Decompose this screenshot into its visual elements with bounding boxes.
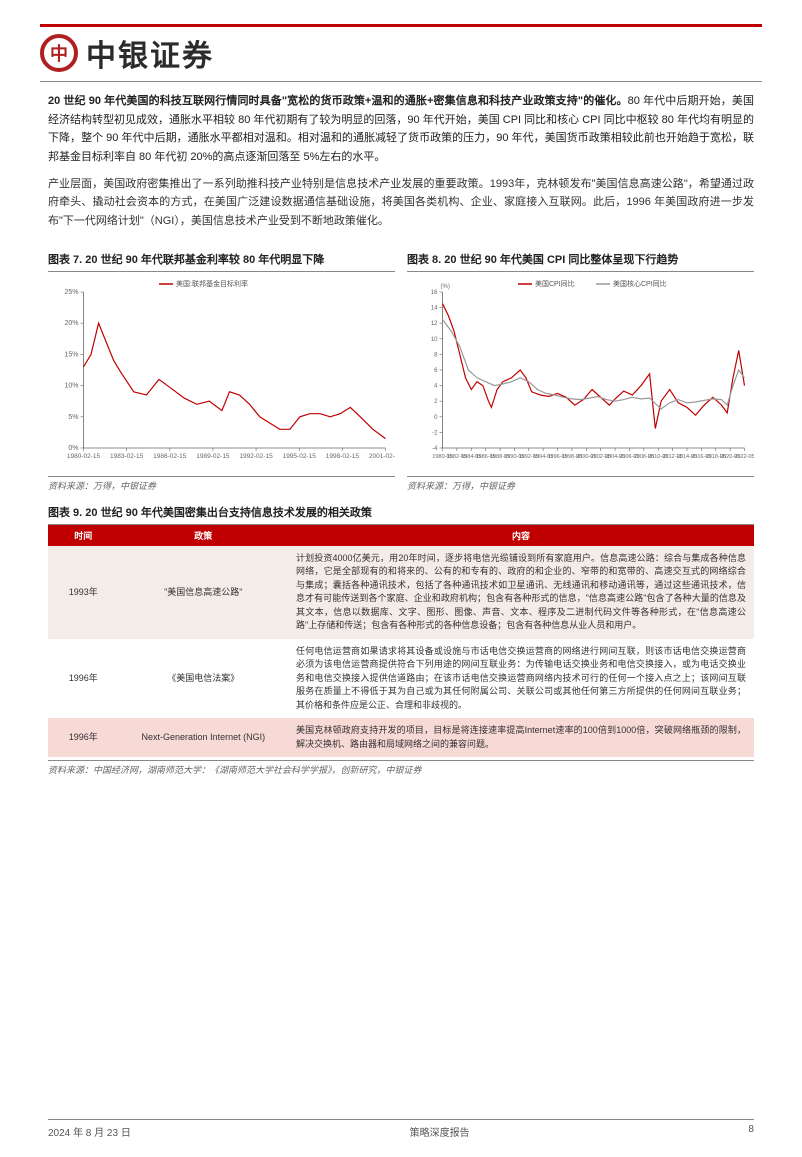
paragraph-2: 产业层面，美国政府密集推出了一系列助推科技产业特别是信息技术产业发展的重要政策。… — [48, 175, 754, 231]
chart-7-source: 资料来源：万得，中银证券 — [48, 476, 395, 492]
svg-text:2022-05: 2022-05 — [734, 454, 754, 460]
table-row: 1996年Next-Generation Internet (NGI)美国克林顿… — [48, 718, 754, 757]
charts-row: 图表 7. 20 世纪 90 年代联邦基金利率较 80 年代明显下降 0% 5% 1… — [0, 251, 802, 492]
page-footer: 2024 年 8 月 23 日 策略深度报告 8 — [0, 1119, 802, 1139]
table-header-cell: 政策 — [119, 525, 288, 546]
chart-7-title: 图表 7. 20 世纪 90 年代联邦基金利率较 80 年代明显下降 — [48, 251, 395, 272]
footer-title: 策略深度报告 — [410, 1124, 470, 1139]
svg-text:1989-02-15: 1989-02-15 — [196, 453, 230, 460]
footer-date: 2024 年 8 月 23 日 — [48, 1124, 131, 1139]
svg-text:8: 8 — [434, 352, 438, 358]
table-header-cell: 时间 — [48, 525, 119, 546]
table-cell: 《美国电信法案》 — [119, 639, 288, 719]
main-body: 20 世纪 90 年代美国的科技互联网行情同时具备"宽松的货币政策+温和的通胀+… — [0, 82, 802, 231]
svg-text:(%): (%) — [441, 284, 450, 290]
chart-7: 图表 7. 20 世纪 90 年代联邦基金利率较 80 年代明显下降 0% 5% 1… — [48, 251, 395, 492]
svg-text:14: 14 — [431, 305, 438, 311]
table-cell: 1996年 — [48, 718, 119, 757]
svg-text:10%: 10% — [64, 382, 78, 389]
svg-text:2: 2 — [434, 399, 438, 405]
table-9-title: 图表 9. 20 世纪 90 年代美国密集出台支持信息技术发展的相关政策 — [48, 504, 754, 525]
svg-text:5%: 5% — [68, 414, 78, 421]
table-cell: Next-Generation Internet (NGI) — [119, 718, 288, 757]
svg-text:2001-02-15: 2001-02-15 — [369, 453, 395, 460]
svg-text:20%: 20% — [64, 320, 78, 327]
table-9-section: 图表 9. 20 世纪 90 年代美国密集出台支持信息技术发展的相关政策 时间政… — [0, 492, 802, 777]
chart-8-title: 图表 8. 20 世纪 90 年代美国 CPI 同比整体呈现下行趋势 — [407, 251, 754, 272]
footer-page: 8 — [748, 1124, 754, 1139]
table-cell: 1993年 — [48, 546, 119, 639]
svg-text:1986-02-15: 1986-02-15 — [153, 453, 187, 460]
table-cell: 美国克林顿政府支持开发的项目，目标是将连接速率提高Internet速率的100倍… — [288, 718, 754, 757]
svg-text:美国:联邦基金目标利率: 美国:联邦基金目标利率 — [176, 279, 248, 288]
table-header-cell: 内容 — [288, 525, 754, 546]
svg-text:0: 0 — [434, 415, 438, 421]
table-cell: 1996年 — [48, 639, 119, 719]
svg-text:16: 16 — [431, 290, 438, 296]
svg-text:1983-02-15: 1983-02-15 — [110, 453, 144, 460]
page-header: 中 中银证券 — [0, 27, 802, 81]
table-cell: "美国信息高速公路" — [119, 546, 288, 639]
svg-text:6: 6 — [434, 368, 438, 374]
svg-text:1980-02-15: 1980-02-15 — [67, 453, 101, 460]
svg-text:15%: 15% — [64, 351, 78, 358]
svg-text:10: 10 — [431, 337, 438, 343]
svg-text:美国CPI同比: 美国CPI同比 — [535, 279, 575, 288]
table-row: 1996年《美国电信法案》任何电信运营商如果请求将其设备或设施与市话电信交换运营… — [48, 639, 754, 719]
policy-table: 时间政策内容 1993年"美国信息高速公路"计划投资4000亿美元，用20年时间… — [48, 525, 754, 758]
svg-text:美国核心CPI同比: 美国核心CPI同比 — [613, 279, 667, 288]
svg-text:1998-02-15: 1998-02-15 — [326, 453, 360, 460]
brand-logo-glyph: 中 — [50, 40, 68, 66]
table-cell: 任何电信运营商如果请求将其设备或设施与市话电信交换运营商的网络进行网间互联，则该… — [288, 639, 754, 719]
svg-text:-2: -2 — [432, 430, 438, 436]
svg-text:12: 12 — [431, 321, 438, 327]
svg-text:1995-02-15: 1995-02-15 — [283, 453, 317, 460]
svg-text:1992-02-15: 1992-02-15 — [239, 453, 273, 460]
chart-8-source: 资料来源：万得，中银证券 — [407, 476, 754, 492]
svg-text:25%: 25% — [64, 289, 78, 296]
svg-text:-4: -4 — [432, 446, 438, 452]
brand-logo: 中 — [40, 34, 78, 72]
table-9-source: 资料来源：中国经济网，湖南师范大学：《湖南师范大学社会科学学报》，创新研究，中银… — [48, 760, 754, 776]
table-cell: 计划投资4000亿美元，用20年时间，逐步将电信光缆铺设到所有家庭用户。信息高速… — [288, 546, 754, 639]
chart-8-plot: -4-202468101214161980-051982-051984-0519… — [407, 274, 754, 474]
paragraph-1: 20 世纪 90 年代美国的科技互联网行情同时具备"宽松的货币政策+温和的通胀+… — [48, 92, 754, 167]
chart-8: 图表 8. 20 世纪 90 年代美国 CPI 同比整体呈现下行趋势 -4 -2 0… — [407, 251, 754, 492]
table-row: 1993年"美国信息高速公路"计划投资4000亿美元，用20年时间，逐步将电信光… — [48, 546, 754, 639]
brand-name: 中银证券 — [86, 31, 214, 75]
chart-7-plot: 0% 5% 10% 15% 20% 25% 1980-02-15 1983-02-15 1986… — [48, 274, 395, 474]
svg-text:4: 4 — [434, 383, 438, 389]
svg-text:0%: 0% — [68, 445, 78, 452]
